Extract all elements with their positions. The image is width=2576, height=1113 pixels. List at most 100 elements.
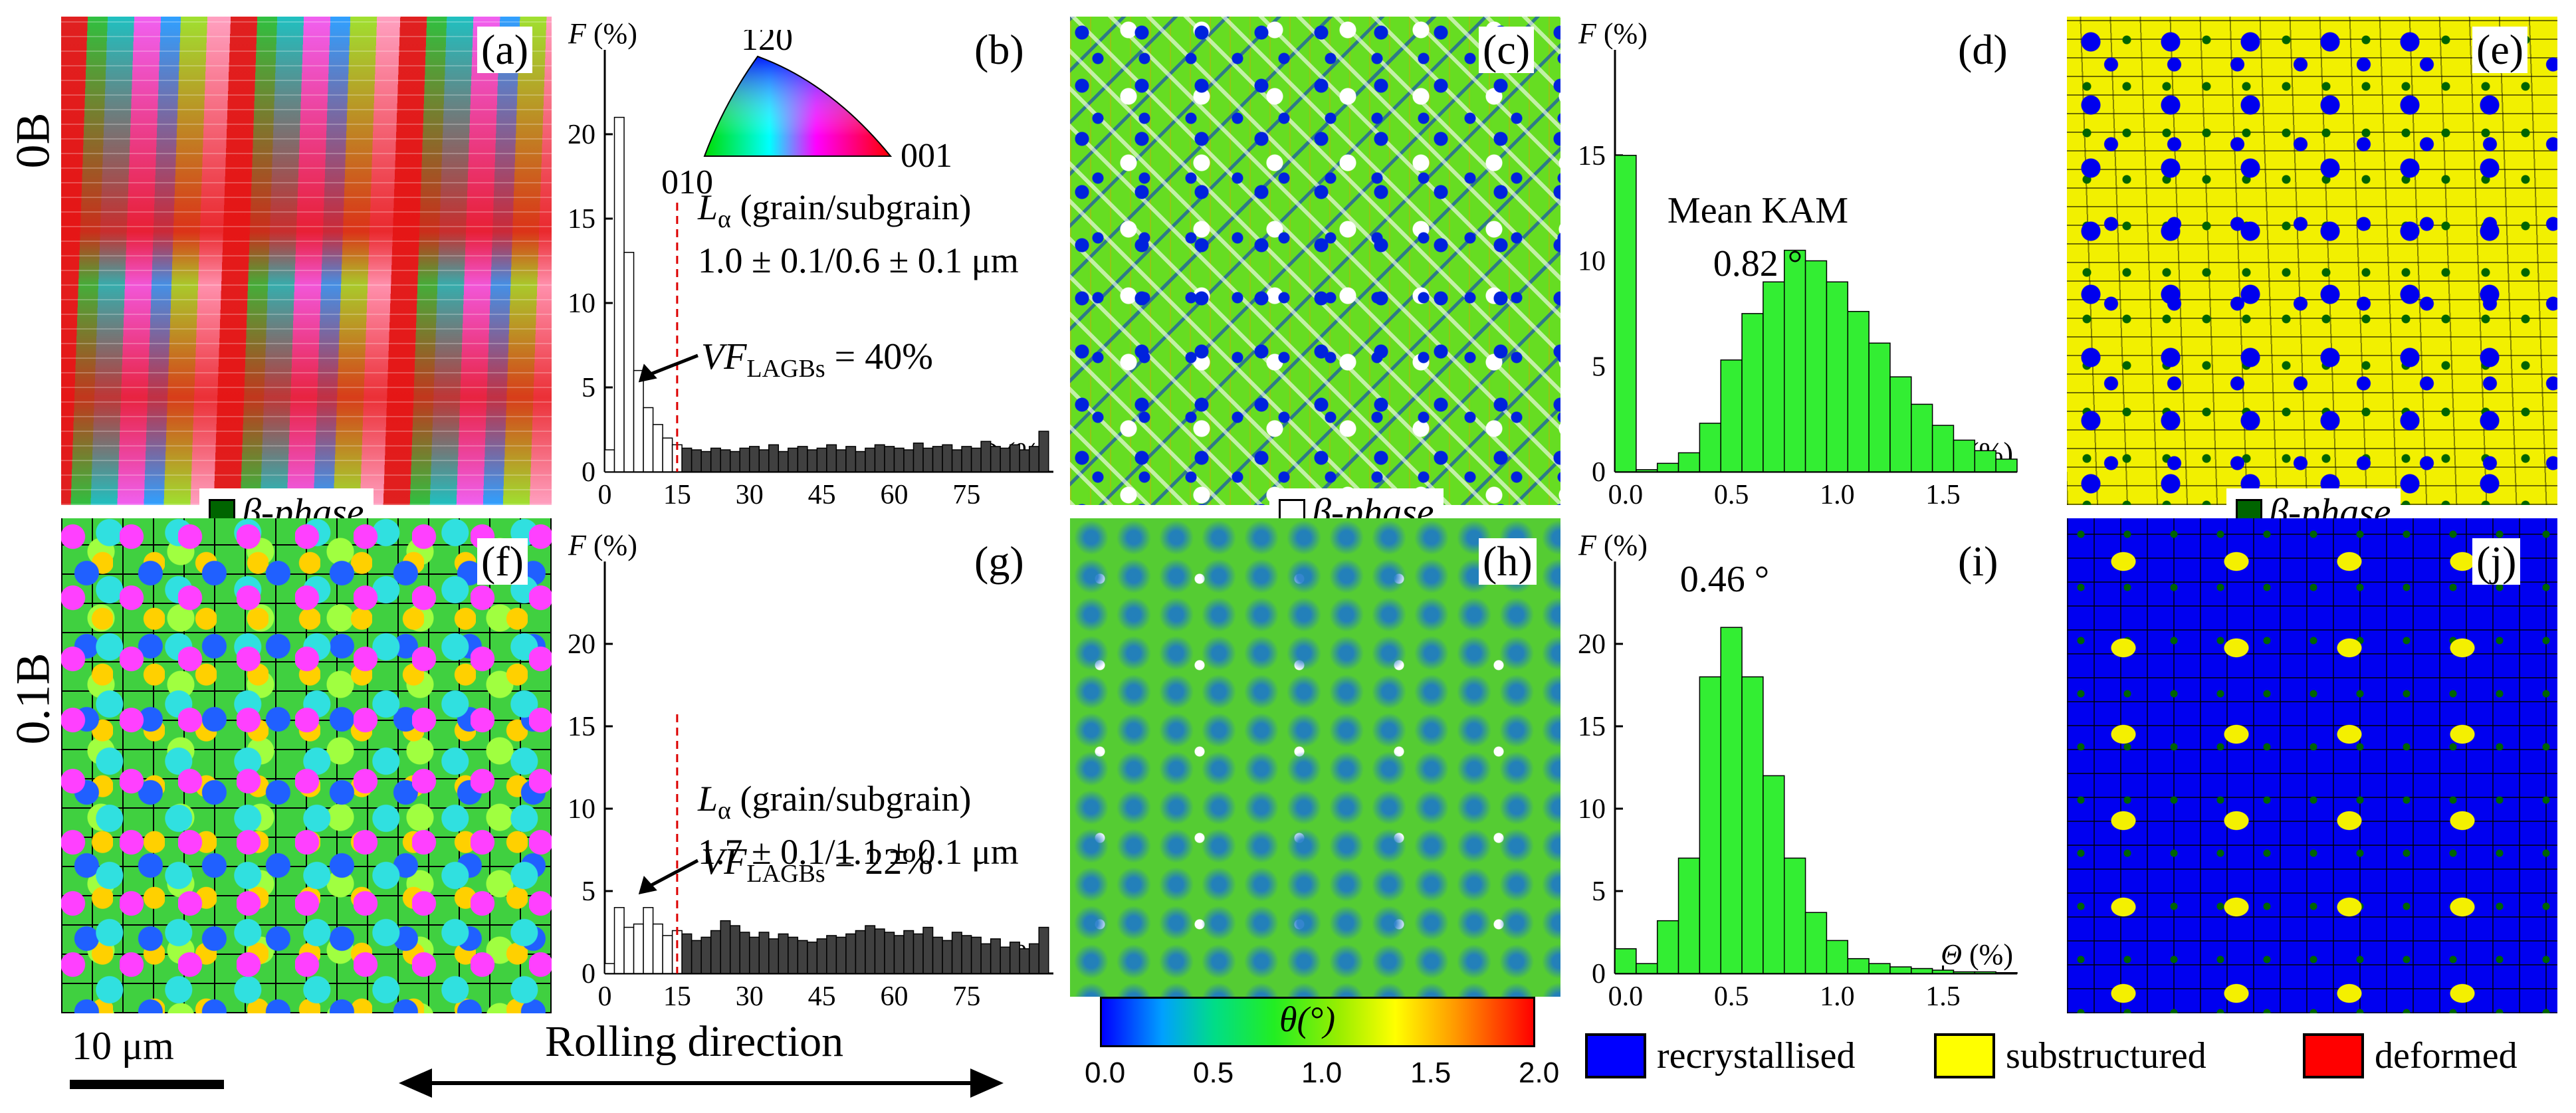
bar-15 — [1931, 969, 1955, 974]
bar-6 — [662, 935, 673, 974]
bar-33 — [922, 447, 934, 472]
bar-27 — [865, 925, 876, 974]
mean-kam-value: 0.82 ° — [1713, 243, 1802, 284]
colorbar-tick-1: 0.5 — [1193, 1057, 1234, 1089]
bar-22 — [816, 447, 827, 472]
bar-23 — [826, 935, 837, 974]
bar-20 — [797, 940, 808, 974]
bar-27 — [865, 447, 876, 472]
bar-43 — [1019, 948, 1030, 974]
bar-4 — [1699, 423, 1721, 472]
ipf-map-f — [61, 518, 552, 1013]
bar-11 — [1847, 310, 1870, 472]
x-tick-label: 15 — [663, 981, 691, 1012]
bar-20 — [797, 446, 808, 472]
recrystallised-swatch — [1585, 1033, 1646, 1078]
bar-14 — [1911, 967, 1933, 974]
deformed-label: deformed — [2375, 1035, 2518, 1076]
x-axis-label: Θ (%) — [1941, 938, 2013, 971]
bar-15 — [748, 446, 760, 472]
bar-44 — [1028, 446, 1039, 472]
y-tick-label: 10 — [1578, 247, 1606, 277]
colorbar-tick-0: 0.0 — [1085, 1057, 1126, 1089]
x-tick-label: 45 — [808, 480, 836, 510]
kam-colorbar — [1100, 997, 1535, 1047]
bar-18 — [778, 451, 789, 472]
chart-b: F (%)0510152001530456075Θ (%)Lα (grain/s… — [568, 17, 1053, 510]
bar-42 — [1009, 444, 1020, 472]
bar-3 — [1677, 857, 1701, 974]
bar-7 — [1763, 281, 1785, 472]
ipf-map-a — [61, 17, 552, 505]
y-tick-label: 5 — [582, 876, 595, 907]
legend-deformed: deformed — [2303, 1033, 2518, 1078]
bar-31 — [903, 449, 914, 472]
x-tick-label: 60 — [880, 981, 908, 1012]
panel-label-c: (c) — [1479, 27, 1535, 73]
y-tick-label: 15 — [568, 204, 595, 235]
x-tick-label: 45 — [808, 981, 836, 1012]
bar-13 — [1889, 966, 1912, 974]
bar-31 — [903, 930, 914, 974]
bar-9 — [1804, 260, 1828, 472]
kam-map-c — [1070, 17, 1560, 505]
bar-29 — [884, 932, 895, 974]
y-tick-label: 5 — [582, 373, 595, 403]
bar-12 — [1868, 963, 1891, 974]
bar-8 — [1783, 857, 1806, 974]
ipf-label-001: 001 — [901, 137, 952, 175]
y-tick-label: 0 — [582, 959, 595, 989]
bar-2 — [623, 926, 635, 974]
x-tick-label: 0 — [598, 480, 612, 510]
panel-label-i: (i) — [1954, 538, 2002, 585]
rex-map-e — [2067, 17, 2557, 505]
bar-37 — [961, 935, 972, 974]
bar-0 — [604, 449, 615, 472]
bar-5 — [652, 923, 663, 974]
x-tick-label: 0.5 — [1714, 480, 1749, 510]
bar-43 — [1019, 449, 1030, 472]
bar-6 — [1741, 676, 1764, 974]
bar-25 — [845, 933, 857, 974]
bar-33 — [922, 926, 934, 974]
x-tick-label: 1.0 — [1820, 981, 1855, 1012]
substructured-swatch — [1934, 1033, 1995, 1078]
deformed-swatch — [2303, 1033, 2364, 1078]
bar-41 — [1000, 447, 1011, 472]
bar-17 — [1974, 971, 1996, 974]
bar-11 — [710, 447, 721, 472]
y-tick-label: 0 — [1592, 959, 1606, 989]
bar-0 — [1614, 155, 1637, 472]
kam-map-h — [1070, 518, 1560, 997]
bar-16 — [1953, 439, 1976, 472]
y-tick-label: 10 — [1578, 794, 1606, 825]
bar-23 — [826, 444, 837, 472]
bar-35 — [942, 940, 953, 974]
y-tick-label: 15 — [1578, 712, 1606, 742]
bar-18 — [1995, 458, 2018, 472]
bar-21 — [807, 449, 818, 472]
grain-size-value: 1.0 ± 0.1/0.6 ± 0.1 μm — [698, 241, 1019, 280]
y-tick-label: 10 — [568, 288, 595, 319]
bar-2 — [1656, 462, 1679, 472]
bar-8 — [681, 447, 693, 472]
bar-3 — [1677, 452, 1701, 472]
x-tick-label: 1.5 — [1925, 480, 1961, 510]
bar-38 — [970, 447, 982, 472]
chart-i: F (%) 0 5 10 15 20 0.0 0.5 1.0 1.5 Θ (%) 0.46 ° — [1578, 529, 2018, 1012]
x-tick-label: 0.0 — [1608, 981, 1644, 1012]
bar-19 — [788, 936, 799, 974]
panel-label-d: (d) — [1954, 27, 2012, 73]
bar-35 — [942, 444, 953, 472]
x-tick-label: 30 — [736, 981, 764, 1012]
bar-22 — [816, 938, 827, 974]
y-tick-label: 0 — [582, 457, 595, 488]
bar-13 — [729, 451, 740, 472]
bar-10 — [700, 936, 712, 974]
row-label-0b: 0B — [6, 112, 60, 169]
bar-10 — [700, 451, 712, 472]
bar-36 — [951, 449, 962, 472]
bar-13 — [1889, 376, 1912, 472]
bar-39 — [980, 943, 992, 974]
bar-19 — [788, 447, 799, 472]
